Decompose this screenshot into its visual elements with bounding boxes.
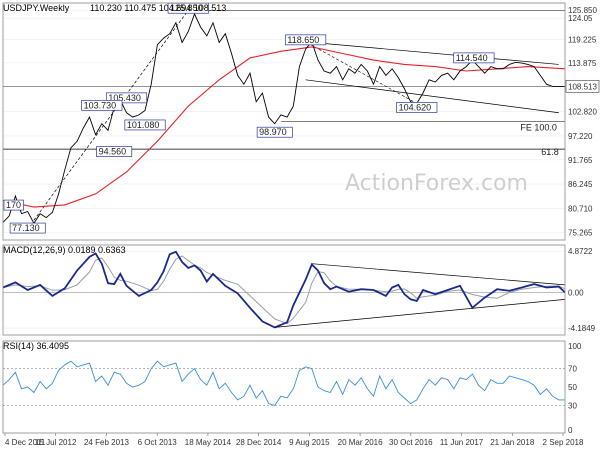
rsi-tick-label: 70 (568, 365, 577, 374)
price-panel: 125.850124.05119.225113.875108.513102.82… (2, 2, 600, 237)
annotation-label: 94.560 (99, 147, 127, 157)
channel-bottom-line (305, 79, 559, 114)
price-tick-label: 80.710 (568, 204, 593, 213)
x-tick-label: 20 Mar 2016 (338, 438, 383, 447)
price-tick-label: 97.220 (568, 132, 593, 141)
macd-panel: 4.8722 0.00 -4.1849 (2, 247, 596, 333)
x-tick-label: 15 Jul 2012 (35, 438, 77, 447)
annotation-box (285, 34, 327, 46)
rsi-frame (2, 340, 566, 434)
price-tick-label: 125.850 (568, 6, 597, 15)
macd-trend-bottom (274, 298, 566, 328)
annotation-label: FE 100.0 (520, 123, 557, 133)
x-tick-label: 6 Oct 2013 (138, 438, 178, 447)
annotation-label: 114.540 (456, 53, 488, 63)
macd-header: MACD(12,26,9) 0.0189 0.6363 (3, 245, 126, 255)
rsi-tick-label: 30 (568, 401, 577, 410)
rsi-line (2, 360, 565, 406)
price-tick-label: 119.225 (568, 35, 597, 44)
annotation-box (81, 99, 123, 111)
annotation-box (124, 119, 166, 131)
rsi-tick-label: 100 (568, 342, 582, 351)
annotation-box (396, 102, 438, 113)
price-level-box (565, 79, 600, 93)
annotation-label: 98.970 (259, 127, 287, 137)
annotation-label: 61.8 (541, 147, 559, 157)
rsi-header: RSI(14) 36.4095 (3, 341, 69, 351)
macd-tick-label: 4.8722 (568, 247, 593, 256)
x-tick-label: 2 Sep 2018 (543, 438, 584, 447)
x-tick-label: 28 Dec 2014 (236, 438, 282, 447)
price-tick-label: 113.875 (568, 59, 597, 68)
rsi-tick-label: 0 (568, 426, 573, 435)
x-tick-label: 9 Aug 2015 (289, 438, 330, 447)
macd-frame (2, 244, 566, 336)
annotation-label: 101.080 (127, 120, 160, 130)
annotation-box (96, 146, 133, 157)
annotation-box (105, 92, 148, 104)
price-tick-label: 91.765 (568, 156, 593, 165)
annotation-label: 170 (6, 200, 21, 210)
macd-tick-label: -4.1849 (568, 324, 596, 333)
annotation-box (9, 222, 46, 234)
annotation-box (256, 126, 293, 138)
macd-trend-top (311, 263, 566, 286)
rsi-panel: 100 70 50 30 0 (2, 342, 582, 435)
price-header: USDJPY.Weekly (3, 3, 70, 13)
price-ohlc: 110.230 110.475 104.694 108.513 (90, 3, 226, 13)
annotation-label: 125.850 (170, 3, 203, 13)
x-tick-label: 18 May 2014 (185, 438, 232, 447)
annotation-label: 77.130 (12, 223, 40, 233)
macd-signal-line (2, 255, 566, 325)
rsi-tick-label: 50 (568, 383, 577, 392)
annotation-label: 104.620 (399, 102, 432, 112)
channel-top-line (305, 41, 559, 65)
x-tick-label: 21 Jan 2018 (490, 438, 535, 447)
dashed-trend-line (33, 10, 189, 221)
watermark: ActionForex.com (345, 171, 528, 196)
macd-line (2, 250, 566, 329)
price-tick-label: 108.513 (568, 82, 597, 91)
moving-average-line (2, 46, 566, 208)
x-tick-label: 4 Dec 2011 (5, 438, 46, 447)
annotation-box (3, 199, 24, 211)
x-tick-label: 30 Oct 2016 (389, 438, 433, 447)
dashed-retrace-line (305, 41, 417, 104)
price-tick-label: 86.245 (568, 180, 593, 189)
price-tick-label: 102.820 (568, 107, 597, 116)
price-frame (2, 2, 566, 241)
macd-tick-label: 0.00 (568, 289, 584, 298)
annotation-label: 118.650 (287, 35, 319, 45)
price-tick-label: 124.05 (568, 14, 593, 23)
annotation-box (453, 52, 495, 64)
price-tick-label: 75.265 (568, 228, 593, 237)
x-tick-label: 24 Feb 2013 (84, 438, 129, 447)
annotation-label: 103.730 (84, 100, 117, 110)
annotation-label: 105.430 (108, 93, 141, 103)
x-tick-label: 11 Jun 2017 (440, 438, 484, 447)
